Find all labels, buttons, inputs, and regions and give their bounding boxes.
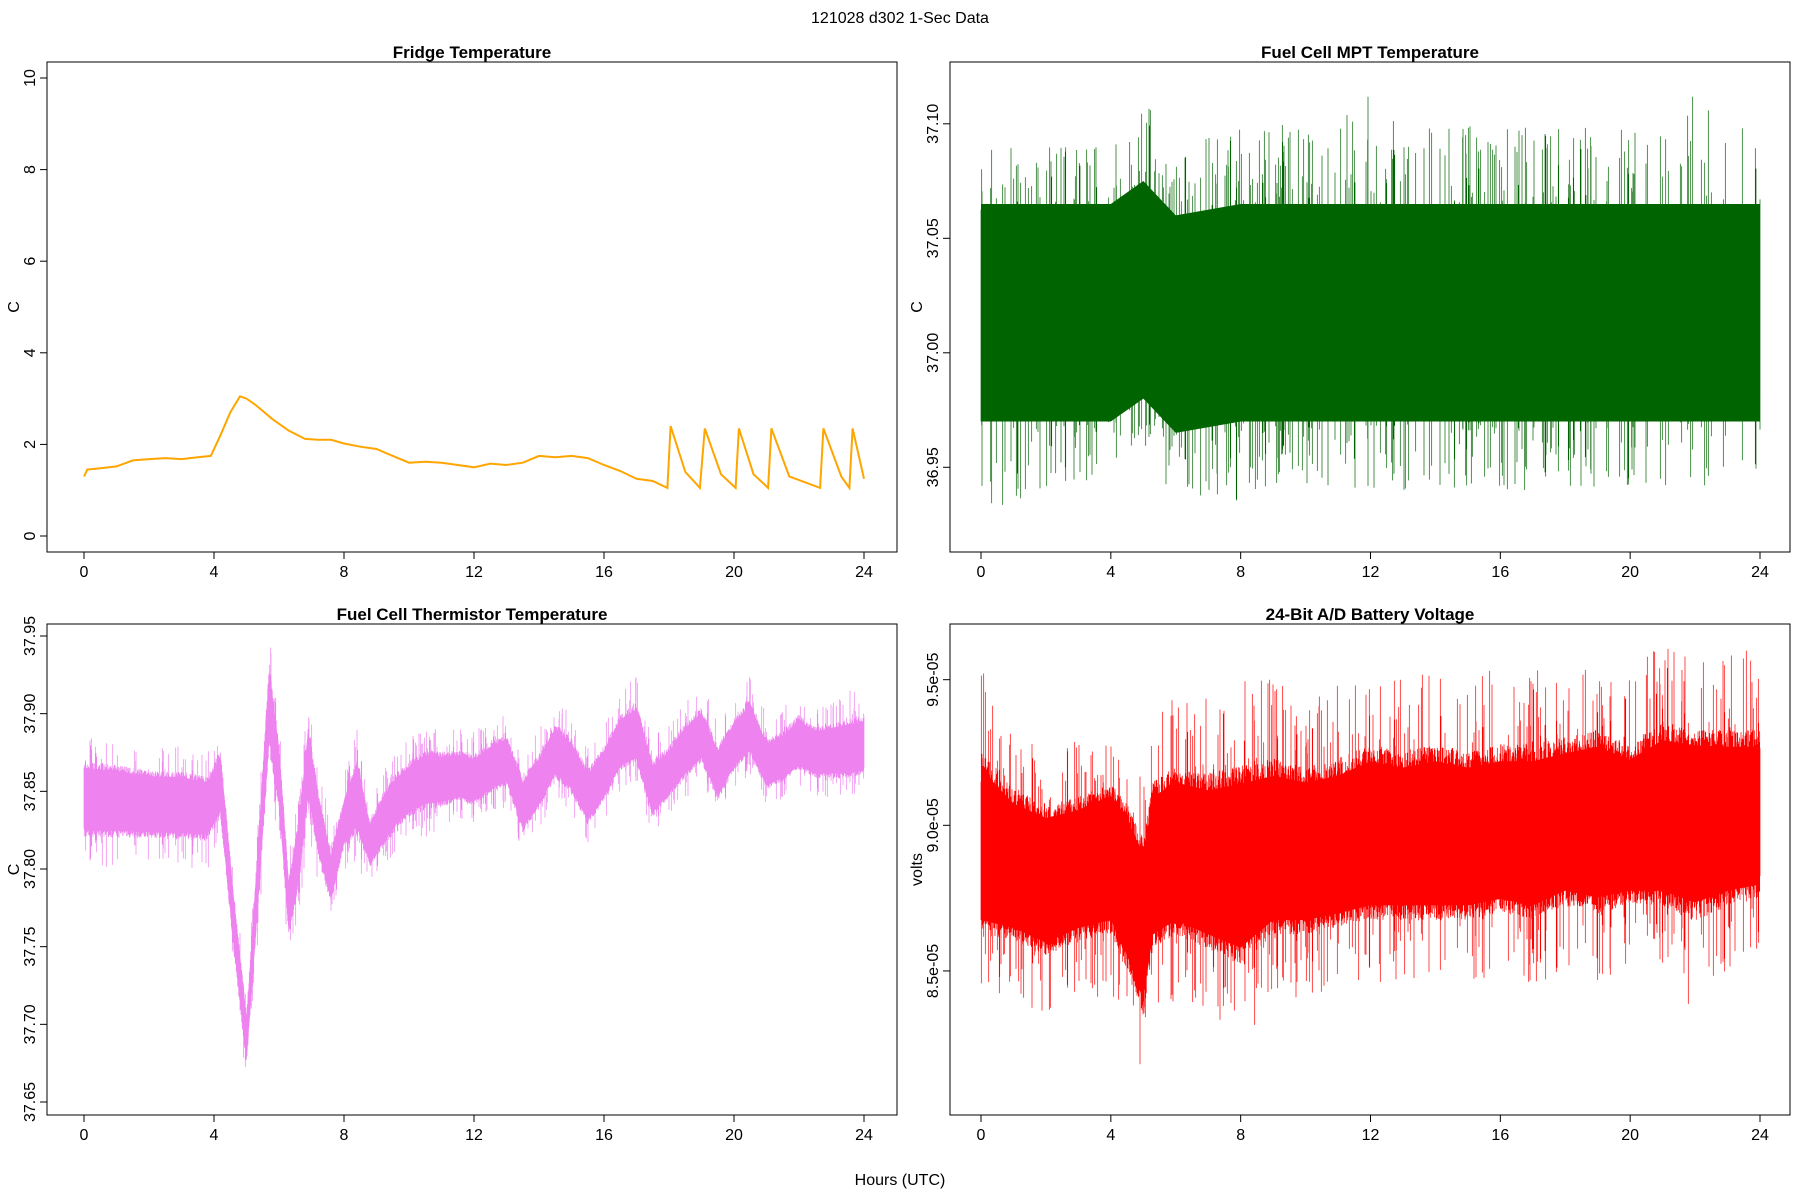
fridge-x-tick-label: 8: [340, 564, 349, 581]
figure-suptitle: 121028 d302 1-Sec Data: [811, 10, 989, 27]
mpt-y-tick-label: 37.05: [925, 218, 942, 258]
mpt-x-tick-label: 0: [977, 564, 986, 581]
fridge-y-tick-label: 6: [22, 257, 39, 266]
fridge-y-tick-label: 8: [22, 165, 39, 174]
battery-x-tick-label: 20: [1621, 1127, 1639, 1144]
fridge-y-tick-label: 0: [22, 531, 39, 540]
mpt-plot-area: [980, 96, 1761, 505]
thermistor-y-tick-label: 37.70: [22, 1004, 39, 1044]
battery-x-tick-label: 4: [1106, 1127, 1115, 1144]
battery-x-tick-label: 8: [1236, 1127, 1245, 1144]
battery-title: 24-Bit A/D Battery Voltage: [1266, 605, 1475, 624]
mpt-y-axis-label: C: [909, 301, 926, 313]
battery-plot-area: [980, 648, 1761, 1065]
mpt-series-core-band: [981, 181, 1760, 433]
thermistor-y-tick-label: 37.75: [22, 927, 39, 967]
thermistor-series-core-band: [84, 670, 864, 1061]
mpt-x-tick-label: 24: [1751, 564, 1769, 581]
battery-x-tick-label: 16: [1491, 1127, 1509, 1144]
mpt-x-tick-label: 16: [1491, 564, 1509, 581]
shared-x-axis-label: Hours (UTC): [855, 1172, 946, 1189]
fridge-x-tick-label: 20: [725, 564, 743, 581]
thermistor-y-tick-label: 37.65: [22, 1082, 39, 1122]
thermistor-y-tick-label: 37.85: [22, 771, 39, 811]
panel-fuel-cell-mpt-temperature: Fuel Cell MPT Temperature C 0 4 8 12 16 20 24 36.…: [909, 43, 1791, 581]
fridge-x-tick-label: 12: [465, 564, 483, 581]
thermistor-title: Fuel Cell Thermistor Temperature: [337, 605, 608, 624]
fridge-x-tick-label: 4: [210, 564, 219, 581]
mpt-x-tick-label: 20: [1621, 564, 1639, 581]
fridge-y-tick-label: 10: [22, 69, 39, 87]
fridge-y-axis-label: C: [6, 301, 23, 313]
fridge-y-tick-label: 2: [22, 440, 39, 449]
fridge-y-tick-label: 4: [22, 348, 39, 357]
battery-y-tick-label: 8.5e-05: [925, 944, 942, 998]
thermistor-y-tick-label: 37.80: [22, 849, 39, 889]
thermistor-y-tick-label: 37.90: [22, 694, 39, 734]
thermistor-y-tick-label: 37.95: [22, 616, 39, 656]
battery-y-tick-label: 9.0e-05: [925, 798, 942, 852]
fridge-series-line: [83, 395, 865, 491]
mpt-x-tick-label: 8: [1236, 564, 1245, 581]
mpt-y-tick-label: 37.00: [925, 333, 942, 373]
battery-x-tick-label: 0: [977, 1127, 986, 1144]
panel-battery-voltage: 24-Bit A/D Battery Voltage volts 0 4 8 12 16 20…: [909, 605, 1791, 1144]
battery-series-core-band: [981, 740, 1760, 1000]
thermistor-x-tick-label: 24: [855, 1127, 873, 1144]
thermistor-x-tick-label: 0: [80, 1127, 89, 1144]
mpt-y-tick-label: 36.95: [925, 447, 942, 487]
mpt-title: Fuel Cell MPT Temperature: [1261, 43, 1479, 62]
mpt-y-tick-label: 37.10: [925, 104, 942, 144]
panel-fuel-cell-thermistor-temperature: Fuel Cell Thermistor Temperature C 0 4 8 12 16…: [6, 605, 898, 1144]
fridge-x-tick-label: 0: [80, 564, 89, 581]
battery-x-tick-label: 24: [1751, 1127, 1769, 1144]
thermistor-y-axis-label: C: [6, 864, 23, 876]
thermistor-x-tick-label: 4: [210, 1127, 219, 1144]
thermistor-x-tick-label: 8: [340, 1127, 349, 1144]
fridge-title: Fridge Temperature: [393, 43, 551, 62]
thermistor-x-tick-label: 12: [465, 1127, 483, 1144]
battery-y-tick-label: 9.5e-05: [925, 652, 942, 706]
battery-y-axis-label: volts: [909, 853, 926, 886]
fridge-x-tick-label: 24: [855, 564, 873, 581]
mpt-x-tick-label: 4: [1106, 564, 1115, 581]
thermistor-x-tick-label: 16: [595, 1127, 613, 1144]
fridge-plot-area: [83, 395, 865, 491]
battery-x-tick-label: 12: [1362, 1127, 1380, 1144]
thermistor-plot-area: [83, 647, 865, 1067]
thermistor-x-tick-label: 20: [725, 1127, 743, 1144]
fridge-x-tick-label: 16: [595, 564, 613, 581]
mpt-x-tick-label: 12: [1362, 564, 1380, 581]
